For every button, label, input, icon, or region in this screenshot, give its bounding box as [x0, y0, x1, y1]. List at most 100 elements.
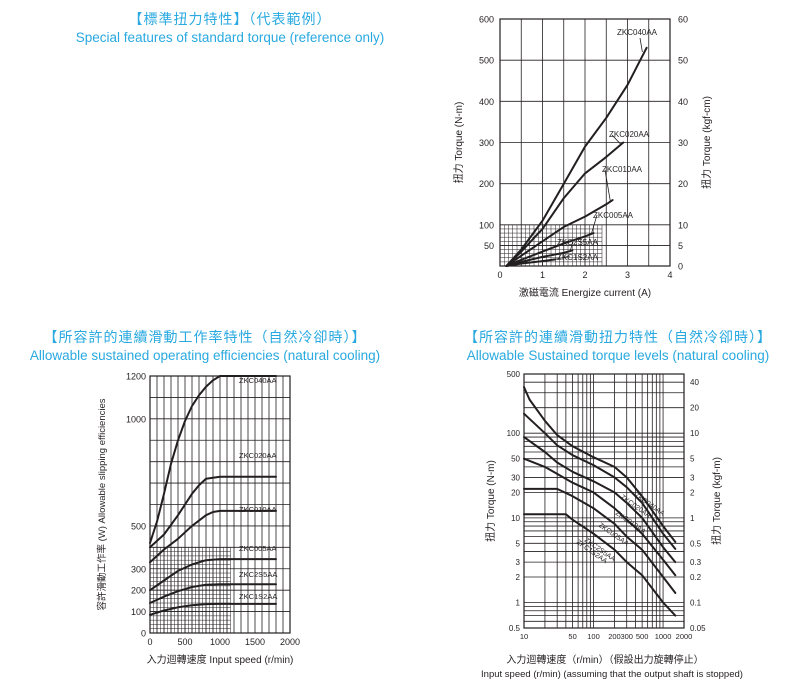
- chart1-ytick-label: 200: [479, 179, 494, 189]
- chart2-ytick-label: 100: [131, 607, 146, 617]
- chart3-ylabel: 扭力 Torque (N-m): [484, 460, 497, 542]
- chart1-label-leader: [639, 37, 643, 53]
- chart3-series-zkc040aa: [523, 386, 677, 543]
- chart3-title: 【所容許的連續滑動扭力特性（自然冷卻時）】 Allowable Sustaine…: [436, 328, 800, 365]
- chart1-y2tick-label: 5: [678, 241, 683, 251]
- chart1-y2tick-label: 20: [678, 179, 688, 189]
- chart3-series-zkc010aa: [523, 436, 677, 564]
- chart1-ytick-label: 100: [479, 220, 494, 230]
- chart1-xtick-label: 0: [497, 270, 502, 280]
- chart3-y2tick-label: 0.5: [690, 539, 702, 548]
- chart2-series-zkc005aa: [149, 558, 277, 592]
- chart1-xtick-label: 4: [667, 270, 672, 280]
- chart3-xtick-label: 50: [568, 632, 576, 641]
- chart1-y2tick-label: 0: [678, 262, 683, 272]
- chart2-ytick-label: 1000: [126, 414, 146, 424]
- chart1-y2tick-label: 10: [678, 220, 688, 230]
- chart3-y2tick-label: 20: [690, 404, 699, 413]
- chart3-ytick-label: 100: [507, 429, 521, 438]
- chart3-xtick-label: 300: [620, 632, 633, 641]
- chart3-series-zkc2s5aa: [523, 487, 677, 594]
- chart3-y2tick-label: 0.1: [690, 599, 702, 608]
- chart1-label-leader: [569, 241, 574, 252]
- chart2-ytick-label: 1200: [126, 372, 146, 382]
- chart3-ytick-label: 0.5: [509, 624, 521, 633]
- chart3-xtick-label: 100: [587, 632, 600, 641]
- chart1-label-leader: [604, 169, 611, 203]
- chart3-xtick-label: 1000: [655, 632, 672, 641]
- chart3-title-zh: 【所容許的連續滑動扭力特性（自然冷卻時）】: [464, 329, 772, 345]
- chart3-y2tick-label: 0.05: [690, 624, 706, 633]
- chart3-xtick-label: 2000: [676, 632, 693, 641]
- chart2-series-label: ZKC1S2AA: [239, 592, 277, 601]
- chart1-ytick-label: 300: [479, 138, 494, 148]
- chart1-series-zkc005aa: [505, 232, 595, 267]
- chart2-title-en: Allowable sustained operating efficienci…: [29, 348, 381, 363]
- chart1-series-zkc020aa: [505, 141, 625, 267]
- chart2-title-zh: 【所容許的連續滑動工作率特性（自然冷卻時）】: [43, 329, 367, 345]
- chart3-title-en: Allowable Sustained torque levels (natur…: [466, 348, 770, 363]
- chart1-xtick-label: 1: [540, 270, 545, 280]
- chart3-y2label: 扭力 Torque (kgf-m): [710, 457, 723, 545]
- chart2-series-zkc2s5aa: [149, 583, 277, 604]
- chart1-series-label: ZKC010AA: [602, 165, 643, 174]
- chart3-ytick-label: 2: [516, 573, 521, 582]
- chart2-ylabel: 容許滑動工作率 (W) Allowable slipping efficienc…: [96, 398, 108, 610]
- chart1-title: 【標準扭力特性】（代表範例） Special features of stand…: [40, 10, 420, 47]
- chart3-y2tick-label: 0.3: [690, 558, 702, 567]
- chart2-title: 【所容許的連續滑動工作率特性（自然冷卻時）】 Allowable sustain…: [0, 328, 410, 365]
- chart2-ytick-label: 300: [131, 564, 146, 574]
- chart2-series-zkc020aa: [149, 475, 277, 549]
- chart1-y2tick-label: 30: [678, 138, 688, 148]
- chart1-y2label: 扭力 Torque (kgf-cm): [700, 96, 713, 189]
- chart2-xlabel: 入力迴轉速度 Input speed (r/min): [147, 653, 294, 666]
- chart3-xtick-label: 500: [636, 632, 649, 641]
- chart2-series-label: ZKC010AA: [239, 505, 277, 514]
- chart1-series-label: ZKC040AA: [617, 28, 658, 37]
- chart2-ytick-label: 200: [131, 586, 146, 596]
- chart2-xtick-label: 500: [177, 637, 192, 647]
- chart2-ytick-label: 500: [131, 521, 146, 531]
- chart3-ytick-label: 10: [511, 514, 520, 523]
- chart3-y2tick-label: 40: [690, 378, 699, 387]
- chart2-xtick-label: 0: [147, 637, 152, 647]
- chart1-ytick-label: 500: [479, 56, 494, 66]
- chart1-series-label: ZKC1S2AA: [557, 253, 599, 262]
- chart1-series-zkc040aa: [505, 46, 648, 267]
- chart1-series-zkc2s5aa: [505, 249, 574, 267]
- chart2-series-label: ZKC040AA: [239, 376, 277, 385]
- chart3-ytick-label: 30: [511, 473, 520, 482]
- chart1-xtick-label: 2: [582, 270, 587, 280]
- chart3-frame: [523, 373, 685, 629]
- chart2-xtick-label: 1500: [245, 637, 265, 647]
- chart1-xlabel: 激磁電流 Energize current (A): [519, 286, 651, 299]
- chart1-xtick-label: 3: [625, 270, 630, 280]
- chart3-ytick-label: 50: [511, 455, 520, 464]
- chart1-series-label: ZKC005AA: [593, 211, 634, 220]
- chart1-series-label: ZKC2S5AA: [557, 238, 599, 247]
- chart1-title-en: Special features of standard torque (ref…: [75, 30, 385, 45]
- chart1-series-zkc1s2aa: [505, 258, 557, 267]
- chart2-series-label: ZKC020AA: [239, 451, 277, 460]
- chart1-ylabel: 扭力 Torque (N-m): [452, 102, 465, 184]
- chart1-y2tick-label: 40: [678, 97, 688, 107]
- chart2-series-zkc010aa: [149, 509, 277, 564]
- chart2-xtick-label: 2000: [280, 637, 300, 647]
- chart1-series-label: ZKC020AA: [609, 130, 650, 139]
- chart3-xlabel: 入力迴轉速度（r/min）（假設出力旋轉停止）: [506, 653, 703, 666]
- chart2-series-label: ZKC005AA: [239, 544, 277, 553]
- chart1-ytick-label: 50: [484, 241, 494, 251]
- chart3-y2tick-label: 5: [690, 455, 695, 464]
- chart1-title-zh: 【標準扭力特性】（代表範例）: [128, 11, 332, 27]
- chart1-y2tick-label: 50: [678, 56, 688, 66]
- chart3-ytick-label: 3: [516, 558, 521, 567]
- chart3-ytick-label: 5: [516, 539, 521, 548]
- chart2-ytick-label: 0: [141, 629, 146, 639]
- chart3-y2tick-label: 1: [690, 514, 695, 523]
- chart3-series-zkc1s2aa: [523, 513, 677, 617]
- chart3-xlabel-en: Input speed (r/min) (assuming that the o…: [481, 669, 743, 680]
- chart3-series-zkc020aa: [523, 412, 677, 550]
- chart1-ytick-label: 600: [479, 15, 494, 25]
- chart1-y2tick-label: 60: [678, 15, 688, 25]
